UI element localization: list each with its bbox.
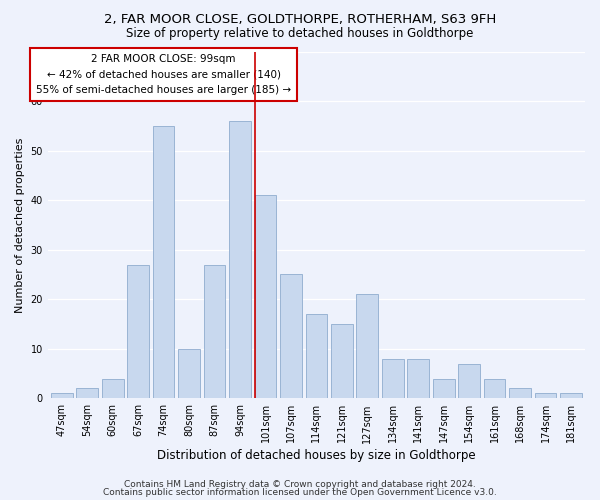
Bar	[153, 126, 175, 398]
Bar	[458, 364, 480, 398]
Bar	[407, 358, 429, 399]
X-axis label: Distribution of detached houses by size in Goldthorpe: Distribution of detached houses by size …	[157, 450, 476, 462]
Bar	[76, 388, 98, 398]
Bar	[356, 294, 378, 399]
Y-axis label: Number of detached properties: Number of detached properties	[15, 137, 25, 312]
Bar	[535, 394, 556, 398]
Text: Size of property relative to detached houses in Goldthorpe: Size of property relative to detached ho…	[127, 28, 473, 40]
Bar	[127, 264, 149, 398]
Bar	[331, 324, 353, 398]
Bar	[229, 121, 251, 398]
Bar	[280, 274, 302, 398]
Bar	[433, 378, 455, 398]
Text: 2, FAR MOOR CLOSE, GOLDTHORPE, ROTHERHAM, S63 9FH: 2, FAR MOOR CLOSE, GOLDTHORPE, ROTHERHAM…	[104, 12, 496, 26]
Bar	[254, 195, 276, 398]
Bar	[178, 349, 200, 399]
Bar	[305, 314, 327, 398]
Bar	[560, 394, 582, 398]
Bar	[51, 394, 73, 398]
Text: Contains HM Land Registry data © Crown copyright and database right 2024.: Contains HM Land Registry data © Crown c…	[124, 480, 476, 489]
Bar	[484, 378, 505, 398]
Bar	[509, 388, 531, 398]
Bar	[204, 264, 226, 398]
Text: Contains public sector information licensed under the Open Government Licence v3: Contains public sector information licen…	[103, 488, 497, 497]
Text: 2 FAR MOOR CLOSE: 99sqm
← 42% of detached houses are smaller (140)
55% of semi-d: 2 FAR MOOR CLOSE: 99sqm ← 42% of detache…	[36, 54, 291, 95]
Bar	[382, 358, 404, 399]
Bar	[102, 378, 124, 398]
